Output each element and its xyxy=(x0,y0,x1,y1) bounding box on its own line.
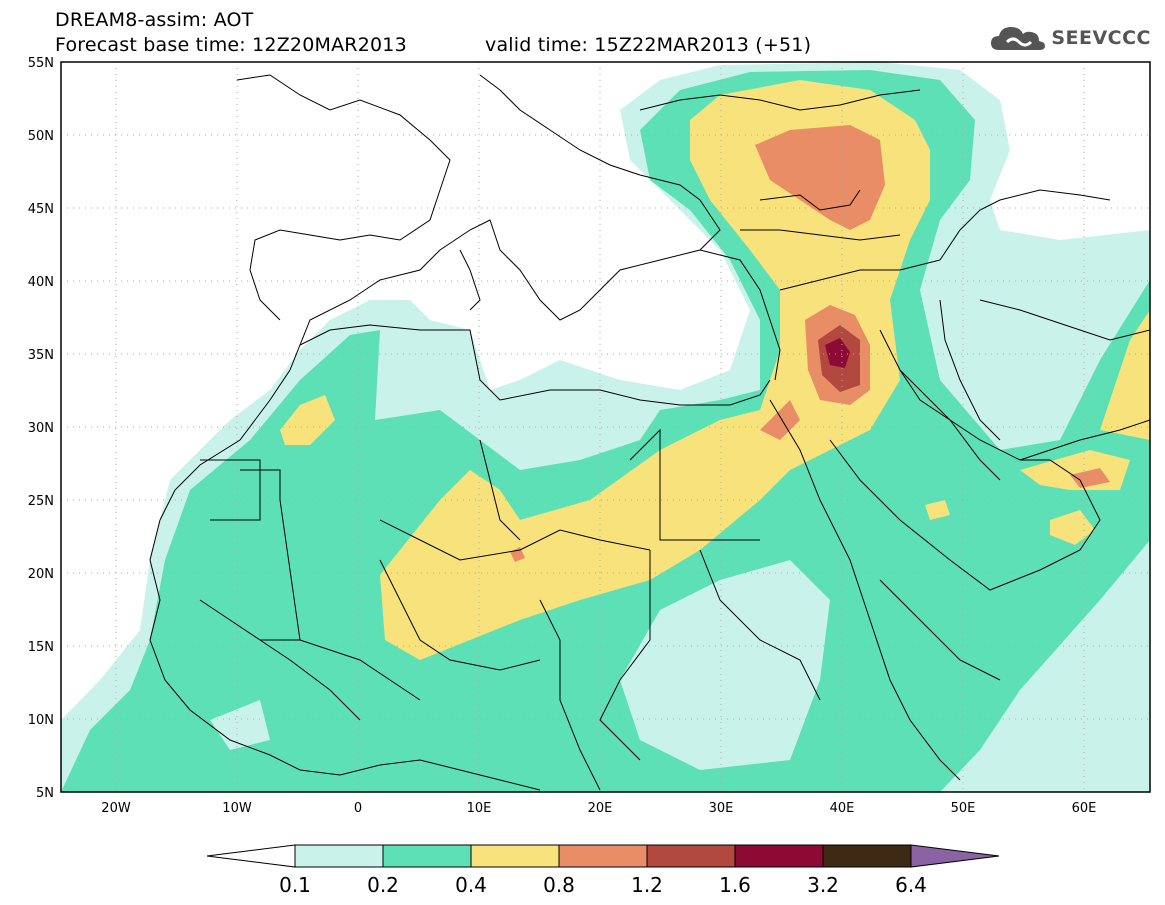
colorbar-segment xyxy=(558,844,648,868)
brand-name: SEEVCCC xyxy=(1051,27,1151,49)
colorbar-segment xyxy=(646,844,736,868)
colorbar-label: 6.4 xyxy=(895,873,927,897)
lon-label: 60E xyxy=(1072,801,1097,816)
colorbar-label: 0.1 xyxy=(279,873,311,897)
map-title: DREAM8-assim: AOT xyxy=(55,9,254,31)
aot-field xyxy=(61,62,1150,792)
valid-time: valid time: 15Z22MAR2013 (+51) xyxy=(485,34,812,56)
forecast-base-time: Forecast base time: 12Z20MAR2013 xyxy=(55,34,407,56)
lat-label: 45N xyxy=(28,202,54,217)
lon-label: 50E xyxy=(951,801,976,816)
colorbar-label: 0.4 xyxy=(455,873,487,897)
longitude-labels: 20W 10W 0 10E 20E 30E 40E 50E 60E xyxy=(101,801,1096,816)
coastlines xyxy=(149,74,1150,791)
colorbar-label: 3.2 xyxy=(807,873,839,897)
lat-label: 20N xyxy=(28,567,54,582)
colorbar-segment xyxy=(470,844,560,868)
lat-label: 10N xyxy=(28,713,54,728)
colorbar-segment xyxy=(382,844,472,868)
latitude-labels: 55N 50N 45N 40N 35N 30N 25N 20N 15N 10N … xyxy=(28,56,54,801)
colorbar-label: 0.2 xyxy=(367,873,399,897)
lon-label: 20E xyxy=(588,801,613,816)
lat-label: 35N xyxy=(28,348,54,363)
lat-label: 40N xyxy=(28,275,54,290)
colorbar-label: 1.6 xyxy=(719,873,751,897)
lon-label: 0 xyxy=(354,801,362,816)
lat-label: 50N xyxy=(28,129,54,144)
colorbar-label: 1.2 xyxy=(631,873,663,897)
lat-label: 15N xyxy=(28,640,54,655)
lon-label: 30E xyxy=(709,801,734,816)
lon-label: 10W xyxy=(222,801,252,816)
colorbar-segment xyxy=(294,844,384,868)
colorbar-segment xyxy=(822,844,912,868)
colorbar xyxy=(206,844,1000,868)
lat-label: 5N xyxy=(36,786,54,801)
colorbar-label: 0.8 xyxy=(543,873,575,897)
cloud-logo-icon xyxy=(991,27,1046,50)
colorbar-segment xyxy=(910,844,1000,868)
lon-label: 10E xyxy=(467,801,492,816)
lat-label: 55N xyxy=(28,56,54,71)
lon-label: 20W xyxy=(101,801,131,816)
lon-label: 40E xyxy=(830,801,855,816)
lat-label: 30N xyxy=(28,421,54,436)
colorbar-segment xyxy=(734,844,824,868)
brand-logo: SEEVCCC xyxy=(989,22,1151,54)
lat-label: 25N xyxy=(28,494,54,509)
colorbar-segment xyxy=(206,844,296,868)
map-frame xyxy=(60,61,1151,793)
